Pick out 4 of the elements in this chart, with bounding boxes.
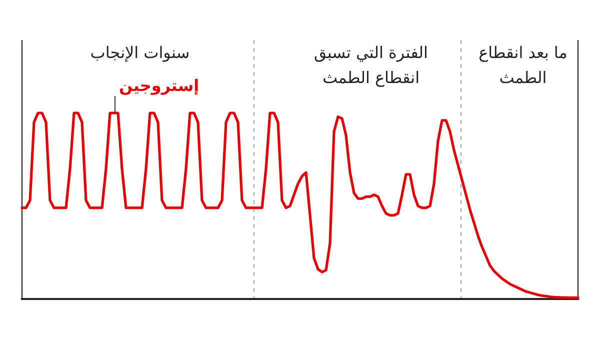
text: سنوات الإنجاب — [90, 43, 190, 62]
text: ما بعد انقطاع الطمث — [478, 43, 568, 87]
series-label: إستروجين — [118, 76, 200, 95]
text: الفترة التي تسبق انقطاع الطمث — [314, 43, 428, 87]
